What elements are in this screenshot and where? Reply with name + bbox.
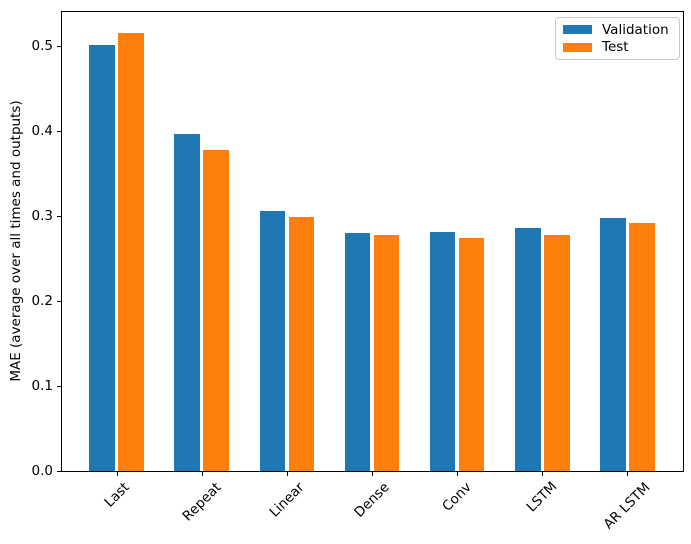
bar-validation-dense — [344, 232, 371, 471]
bar-test-ar-lstm — [629, 222, 655, 471]
bar-validation-conv — [429, 232, 456, 471]
bar-validation-last — [89, 45, 115, 471]
plot-area — [61, 11, 684, 472]
x-tick-mark-last — [116, 472, 118, 476]
y-tick-mark-0.4 — [57, 130, 61, 132]
x-tick-mark-repeat — [201, 472, 203, 476]
y-tick-mark-0.0 — [57, 471, 61, 472]
x-tick-mark-dense — [372, 472, 373, 476]
legend: Validation Test — [555, 17, 680, 60]
legend-item-validation: Validation — [563, 22, 673, 38]
y-axis-label: MAE (average over all times and outputs) — [8, 100, 24, 382]
x-tick-mark-lstm — [542, 472, 544, 476]
y-tick-mark-0.5 — [57, 45, 61, 47]
bar-validation-ar-lstm — [600, 217, 626, 471]
x-tick-mark-ar-lstm — [627, 472, 629, 476]
y-tick-label-0.5: 0.5 — [31, 37, 53, 54]
x-tick-label-conv: Conv — [439, 478, 475, 515]
bar-test-dense — [373, 235, 400, 471]
y-tick-label-0.3: 0.3 — [31, 207, 53, 224]
y-tick-label-0.2: 0.2 — [31, 292, 53, 309]
bar-validation-repeat — [174, 134, 200, 471]
x-tick-label-linear: Linear — [266, 479, 308, 520]
y-tick-label-0.4: 0.4 — [31, 122, 53, 139]
x-tick-label-last: Last — [100, 478, 133, 511]
x-tick-label-ar-lstm: AR LSTM — [600, 479, 654, 532]
legend-swatch-test — [563, 42, 592, 52]
y-tick-mark-0.1 — [57, 385, 61, 387]
bar-validation-lstm — [515, 227, 541, 471]
x-tick-label-lstm: LSTM — [523, 478, 561, 516]
bar-test-linear — [288, 216, 315, 471]
x-tick-mark-conv — [457, 472, 459, 476]
y-tick-mark-0.3 — [57, 215, 61, 217]
bar-test-last — [118, 33, 144, 471]
legend-item-test: Test — [563, 39, 673, 55]
x-tick-label-repeat: Repeat — [179, 479, 225, 525]
bar-test-conv — [458, 238, 485, 471]
x-tick-label-dense: Dense — [351, 479, 393, 521]
bar-test-lstm — [544, 235, 570, 471]
legend-label-test: Test — [602, 39, 629, 56]
bar-validation-linear — [259, 210, 286, 471]
y-tick-label-0.0: 0.0 — [31, 463, 53, 479]
legend-swatch-validation — [563, 25, 592, 35]
bar-test-repeat — [203, 150, 229, 471]
x-tick-mark-linear — [286, 472, 288, 476]
y-tick-mark-0.2 — [57, 300, 61, 302]
y-tick-label-0.1: 0.1 — [31, 377, 53, 394]
legend-label-validation: Validation — [602, 21, 669, 38]
